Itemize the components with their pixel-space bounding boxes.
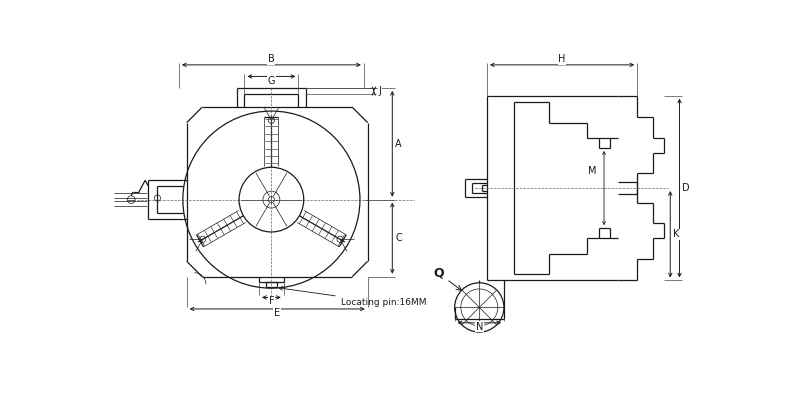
Text: M: M: [588, 166, 597, 176]
Text: K: K: [674, 229, 680, 239]
Text: C: C: [395, 233, 402, 243]
Text: D: D: [682, 183, 690, 193]
Text: J: J: [378, 86, 382, 96]
Text: N: N: [476, 321, 483, 332]
Text: G: G: [268, 76, 275, 86]
Text: Q: Q: [433, 266, 462, 290]
Text: F: F: [269, 296, 274, 306]
Text: Locating pin:16MM: Locating pin:16MM: [279, 286, 426, 307]
Text: H: H: [558, 55, 566, 64]
Text: B: B: [268, 55, 274, 64]
Text: A: A: [395, 139, 402, 149]
Text: E: E: [274, 308, 280, 318]
